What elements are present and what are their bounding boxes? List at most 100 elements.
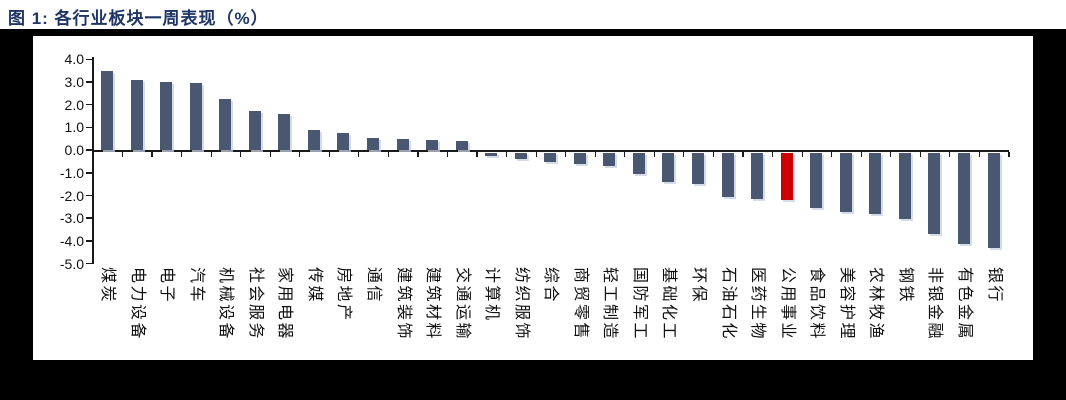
x-axis-tick	[151, 152, 153, 157]
bar-医药生物	[751, 152, 764, 200]
x-label-食品饮料: 食品饮料	[808, 267, 826, 342]
bar-建筑装饰	[396, 138, 409, 150]
bar-电力设备	[130, 79, 143, 150]
x-axis-tick	[712, 152, 715, 157]
x-label-美容护理: 美容护理	[837, 267, 855, 342]
x-label-电子: 电子	[158, 267, 176, 305]
x-axis-tick	[210, 152, 212, 157]
bar-非银金融	[928, 152, 941, 235]
bar-房地产	[337, 132, 350, 150]
y-axis-tick	[86, 103, 92, 106]
x-label-商贸零售: 商贸零售	[571, 267, 589, 342]
x-axis-tick	[949, 152, 951, 157]
y-axis-tick	[86, 194, 92, 197]
x-axis-tick	[1008, 152, 1010, 157]
bar-汽车	[189, 83, 202, 150]
y-axis-tick	[86, 262, 92, 265]
bar-电子	[160, 81, 173, 150]
x-axis-tick	[594, 152, 596, 157]
x-label-公用事业: 公用事业	[778, 267, 796, 342]
x-label-计算机: 计算机	[483, 267, 501, 323]
page-frame-left	[0, 29, 33, 400]
bar-农林牧渔	[869, 152, 882, 214]
y-axis-tick	[86, 217, 92, 219]
x-axis-tick	[328, 152, 330, 157]
x-label-综合: 综合	[542, 267, 560, 305]
x-axis-tick	[446, 152, 449, 157]
x-label-家用电器: 家用电器	[276, 267, 294, 342]
bar-交通运输	[455, 140, 468, 150]
bar-国防军工	[632, 152, 645, 175]
x-axis-tick	[240, 152, 242, 157]
x-axis-tick	[742, 152, 744, 157]
bar-综合	[544, 152, 557, 162]
x-axis-zero-line	[92, 150, 1009, 152]
x-axis-tick	[890, 152, 892, 157]
x-axis-tick	[506, 152, 508, 157]
x-axis-tick	[299, 152, 301, 157]
bar-家用电器	[278, 113, 291, 150]
x-axis-tick	[535, 152, 537, 157]
y-tick-label: -5.0	[59, 255, 84, 272]
x-axis-tick	[771, 152, 774, 157]
y-tick-label: 3.0	[64, 74, 84, 90]
bar-通信	[366, 137, 379, 150]
x-label-房地产: 房地产	[335, 267, 353, 323]
x-label-建筑材料: 建筑材料	[424, 267, 442, 342]
bar-美容护理	[839, 152, 852, 212]
bar-轻工制造	[603, 152, 616, 167]
y-tick-label: -4.0	[59, 232, 84, 249]
page-frame-right	[1033, 29, 1066, 400]
y-axis-tick	[86, 172, 92, 174]
bar-社会服务	[248, 111, 261, 150]
bar-基础化工	[662, 152, 675, 182]
y-tick-label: -1.0	[59, 164, 84, 181]
y-axis-tick	[86, 58, 92, 61]
x-axis-tick	[919, 152, 921, 157]
x-label-非银金融: 非银金融	[926, 267, 944, 342]
x-label-电力设备: 电力设备	[128, 267, 146, 342]
x-axis-tick	[978, 152, 980, 157]
x-label-建筑装饰: 建筑装饰	[394, 267, 412, 342]
title-underline-rule	[0, 29, 1066, 36]
x-axis-tick	[92, 152, 94, 157]
bar-环保	[692, 152, 704, 185]
x-axis-tick	[683, 152, 685, 157]
bar-计算机	[485, 152, 498, 156]
bar-建筑材料	[426, 139, 439, 150]
x-label-医药生物: 医药生物	[749, 267, 767, 342]
x-axis-tick	[624, 152, 626, 157]
x-label-机械设备: 机械设备	[217, 267, 235, 342]
bar-石油石化	[721, 152, 734, 197]
y-axis-tick	[86, 240, 92, 242]
bar-传媒	[307, 129, 320, 150]
y-tick-label: -3.0	[59, 210, 84, 227]
x-label-社会服务: 社会服务	[246, 267, 264, 342]
y-axis-line	[92, 57, 94, 264]
y-tick-label: 0.0	[64, 142, 84, 159]
x-label-汽车: 汽车	[187, 267, 205, 305]
x-axis-tick	[121, 152, 124, 157]
figure-title: 图 1: 各行业板块一周表现（%）	[8, 9, 269, 28]
y-axis-tick	[86, 126, 92, 129]
y-tick-label: -2.0	[59, 187, 84, 204]
x-axis-tick	[653, 152, 655, 157]
x-label-银行: 银行	[985, 267, 1003, 305]
x-label-煤炭: 煤炭	[99, 267, 116, 305]
x-axis-tick	[831, 152, 833, 157]
x-axis-tick	[565, 152, 567, 157]
page-frame-bottom	[0, 360, 1066, 400]
y-tick-label: 2.0	[64, 96, 84, 113]
x-axis-tick	[476, 152, 478, 157]
bar-银行	[987, 152, 1000, 248]
bar-公用事业	[780, 152, 793, 201]
x-label-农林牧渔: 农林牧渔	[867, 267, 885, 342]
x-label-石油石化: 石油石化	[719, 267, 737, 342]
bar-机械设备	[219, 98, 232, 150]
x-axis-tick	[860, 152, 862, 157]
x-axis-tick	[269, 152, 271, 157]
y-axis-tick	[86, 81, 92, 83]
bar-食品饮料	[810, 152, 823, 209]
x-label-基础化工: 基础化工	[660, 267, 678, 342]
